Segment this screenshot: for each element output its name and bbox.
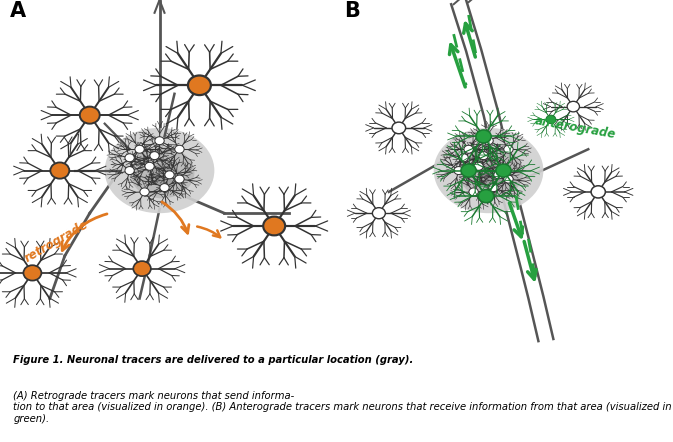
Circle shape <box>175 145 184 153</box>
Ellipse shape <box>149 163 180 187</box>
Circle shape <box>175 175 184 183</box>
Circle shape <box>188 76 211 95</box>
Circle shape <box>504 175 513 183</box>
Text: retrograde: retrograde <box>22 218 91 265</box>
Ellipse shape <box>458 147 524 198</box>
Circle shape <box>372 208 386 219</box>
Circle shape <box>145 162 154 170</box>
Circle shape <box>133 261 151 276</box>
Circle shape <box>155 137 164 145</box>
Text: anterograde: anterograde <box>534 114 616 141</box>
Circle shape <box>489 183 498 192</box>
Circle shape <box>135 145 144 153</box>
Circle shape <box>591 186 605 198</box>
Circle shape <box>494 171 503 179</box>
Circle shape <box>392 122 406 134</box>
Circle shape <box>140 188 149 196</box>
Circle shape <box>504 145 513 153</box>
Ellipse shape <box>130 147 194 198</box>
Text: B: B <box>344 1 360 21</box>
Circle shape <box>546 115 556 124</box>
Text: (A) Retrograde tracers mark neurons that send informa-
tion to that area (visual: (A) Retrograde tracers mark neurons that… <box>13 391 672 424</box>
Circle shape <box>484 137 493 145</box>
Circle shape <box>24 265 41 281</box>
Circle shape <box>461 164 476 177</box>
Circle shape <box>263 217 285 236</box>
Circle shape <box>125 167 135 175</box>
Circle shape <box>150 152 160 160</box>
Circle shape <box>464 145 473 153</box>
Circle shape <box>479 190 494 203</box>
Circle shape <box>479 152 488 160</box>
Circle shape <box>496 164 511 177</box>
Circle shape <box>125 154 135 162</box>
Text: Figure 1. Neuronal tracers are delivered to a particular location (gray).: Figure 1. Neuronal tracers are delivered… <box>13 355 414 366</box>
Circle shape <box>165 171 174 179</box>
Circle shape <box>454 167 463 175</box>
Circle shape <box>474 162 483 170</box>
Ellipse shape <box>479 163 509 187</box>
Text: A: A <box>10 1 26 21</box>
Ellipse shape <box>433 128 543 213</box>
Circle shape <box>476 130 491 143</box>
Circle shape <box>469 188 479 196</box>
Circle shape <box>80 107 100 124</box>
Ellipse shape <box>105 128 215 213</box>
Circle shape <box>50 163 69 179</box>
Circle shape <box>459 154 468 162</box>
Circle shape <box>160 183 169 192</box>
Circle shape <box>567 101 579 112</box>
